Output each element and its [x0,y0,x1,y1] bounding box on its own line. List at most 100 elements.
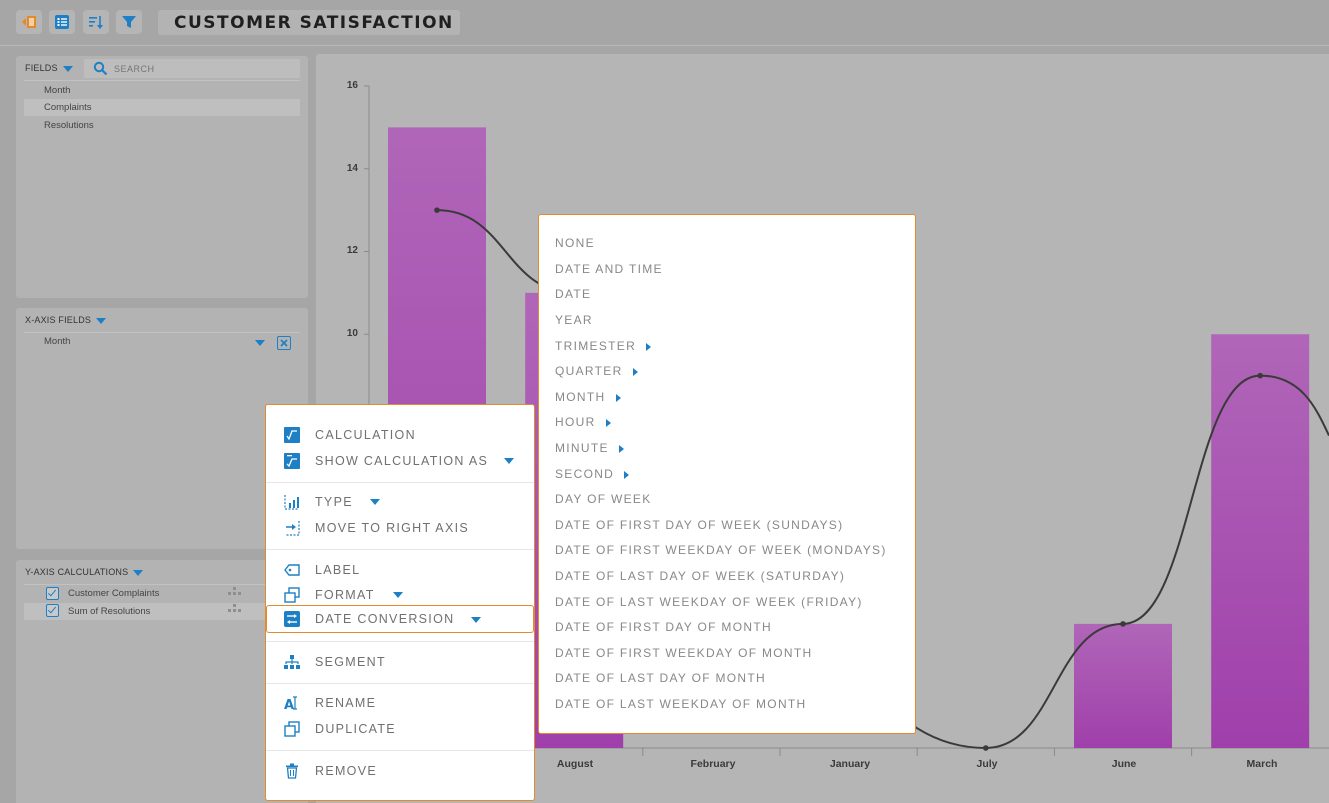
submenu-item-trimester[interactable]: TRIMESTER [555,339,652,353]
menu-item-segment[interactable]: SEGMENT [266,651,534,673]
collapse-panel-button[interactable] [16,10,42,34]
duplicate-icon [284,721,300,737]
x-tick-label: March [1246,758,1278,770]
submenu-item-label: MINUTE [555,441,609,455]
field-item-month[interactable]: Month [44,85,71,96]
fields-header-label: FIELDS [25,63,58,73]
yaxis-header[interactable]: Y-AXIS CALCULATIONS [25,567,144,577]
filter-button[interactable] [116,10,142,34]
line-point [434,207,440,213]
yaxis-panel: Y-AXIS CALCULATIONS Customer Complaints … [16,560,308,803]
page-title: CUSTOMER SATISFACTION [174,13,454,33]
list-view-button[interactable] [49,10,75,34]
show-calculation-icon [284,453,300,469]
yaxis-item-label: Customer Complaints [68,588,160,599]
format-icon [284,587,300,603]
submenu-item-last-day-of-week[interactable]: DATE OF LAST DAY OF WEEK (SATURDAY) [555,569,845,583]
menu-divider [266,482,534,483]
submenu-item-day-of-week[interactable]: DAY OF WEEK [555,492,652,506]
menu-item-format[interactable]: FORMAT [266,584,534,606]
submenu-item-month[interactable]: MONTH [555,390,621,404]
collapse-panel-icon [22,16,36,28]
calculation-icon [284,427,300,443]
yaxis-header-label: Y-AXIS CALCULATIONS [25,567,129,577]
menu-item-calculation[interactable]: CALCULATION [266,424,534,446]
submenu-item-hour[interactable]: HOUR [555,415,611,429]
menu-item-label: FORMAT [315,588,375,602]
resolutions-checkbox[interactable] [46,604,59,617]
submenu-item-label: SECOND [555,467,615,481]
remove-field-button[interactable] [277,336,291,350]
submenu-item-none[interactable]: NONE [555,236,595,250]
yaxis-item-resolutions[interactable]: Sum of Resolutions [24,603,300,620]
field-item-resolutions[interactable]: Resolutions [44,120,94,131]
xaxis-item-month[interactable]: Month [24,333,300,350]
submenu-item-last-weekday-of-week[interactable]: DATE OF LAST WEEKDAY OF WEEK (FRIDAY) [555,595,863,609]
menu-item-label: REMOVE [315,764,377,778]
submenu-item-first-day-of-month[interactable]: DATE OF FIRST DAY OF MONTH [555,620,772,634]
xaxis-item-label: Month [44,336,71,347]
menu-item-show-calculation-as[interactable]: SHOW CALCULATION AS [266,450,534,472]
chart-type-icon [284,495,299,510]
menu-item-label: RENAME [315,696,377,710]
yaxis-item-complaints[interactable]: Customer Complaints [24,585,300,602]
search-box[interactable] [84,59,300,78]
submenu-item-date-and-time[interactable]: DATE AND TIME [555,262,663,276]
chevron-right-icon [618,444,624,453]
chevron-right-icon [646,342,652,351]
chevron-down-icon [62,65,73,72]
submenu-item-second[interactable]: SECOND [555,467,630,481]
calculation-context-menu: CALCULATION SHOW CALCULATION AS TYPE MOV… [265,404,535,801]
submenu-item-label: DAY OF WEEK [555,492,652,506]
submenu-item-label: TRIMESTER [555,339,637,353]
chevron-right-icon [624,470,630,479]
x-tick-label: January [829,758,871,770]
submenu-item-minute[interactable]: MINUTE [555,441,624,455]
menu-divider [266,683,534,684]
menu-item-remove[interactable]: REMOVE [266,760,534,782]
sort-button[interactable] [83,10,109,34]
submenu-item-first-day-of-week[interactable]: DATE OF FIRST DAY OF WEEK (SUNDAYS) [555,518,843,532]
close-icon [279,338,288,347]
chevron-right-icon [615,393,621,402]
x-tick-label: June [1111,758,1137,770]
submenu-item-label: MONTH [555,390,606,404]
menu-divider [266,549,534,550]
submenu-item-label: DATE OF FIRST DAY OF WEEK (SUNDAYS) [555,518,844,532]
complaints-checkbox[interactable] [46,587,59,600]
menu-item-type[interactable]: TYPE [266,491,534,513]
submenu-item-date[interactable]: DATE [555,287,591,301]
menu-item-date-conversion[interactable]: DATE CONVERSION [266,605,534,633]
menu-item-label: DUPLICATE [315,722,396,736]
submenu-item-label: DATE OF LAST WEEKDAY OF WEEK (FRIDAY) [555,595,863,609]
title-box[interactable]: CUSTOMER SATISFACTION [158,10,460,35]
xaxis-header-label: X-AXIS FIELDS [25,315,92,325]
search-input[interactable] [114,61,294,76]
submenu-item-label: YEAR [555,313,593,327]
search-icon [93,61,108,76]
field-item-complaints[interactable]: Complaints [24,99,300,116]
move-right-axis-icon [285,521,300,536]
divider [24,80,300,81]
submenu-item-label: DATE OF FIRST DAY OF MONTH [555,620,772,634]
y-tick-label: 12 [346,245,358,256]
menu-item-move-to-right-axis[interactable]: MOVE TO RIGHT AXIS [266,517,534,539]
submenu-item-first-weekday-of-month[interactable]: DATE OF FIRST WEEKDAY OF MONTH [555,646,812,660]
xaxis-options-chevron-icon[interactable] [255,340,265,346]
submenu-item-year[interactable]: YEAR [555,313,593,327]
menu-item-duplicate[interactable]: DUPLICATE [266,718,534,740]
submenu-item-label: DATE OF LAST DAY OF MONTH [555,671,766,685]
menu-item-label-option[interactable]: LABEL [266,559,534,581]
submenu-item-last-day-of-month[interactable]: DATE OF LAST DAY OF MONTH [555,671,766,685]
submenu-item-last-weekday-of-month[interactable]: DATE OF LAST WEEKDAY OF MONTH [555,697,807,711]
fields-header[interactable]: FIELDS [25,63,73,73]
submenu-item-quarter[interactable]: QUARTER [555,364,638,378]
menu-item-label: CALCULATION [315,428,416,442]
menu-item-label: SEGMENT [315,655,386,669]
submenu-item-first-weekday-of-week[interactable]: DATE OF FIRST WEEKDAY OF WEEK (MONDAYS) [555,543,887,557]
segment-icon[interactable] [227,587,242,617]
xaxis-header[interactable]: X-AXIS FIELDS [25,315,107,325]
menu-item-rename[interactable]: A RENAME [266,692,534,714]
chevron-down-icon [471,617,481,623]
line-point [1257,372,1263,379]
